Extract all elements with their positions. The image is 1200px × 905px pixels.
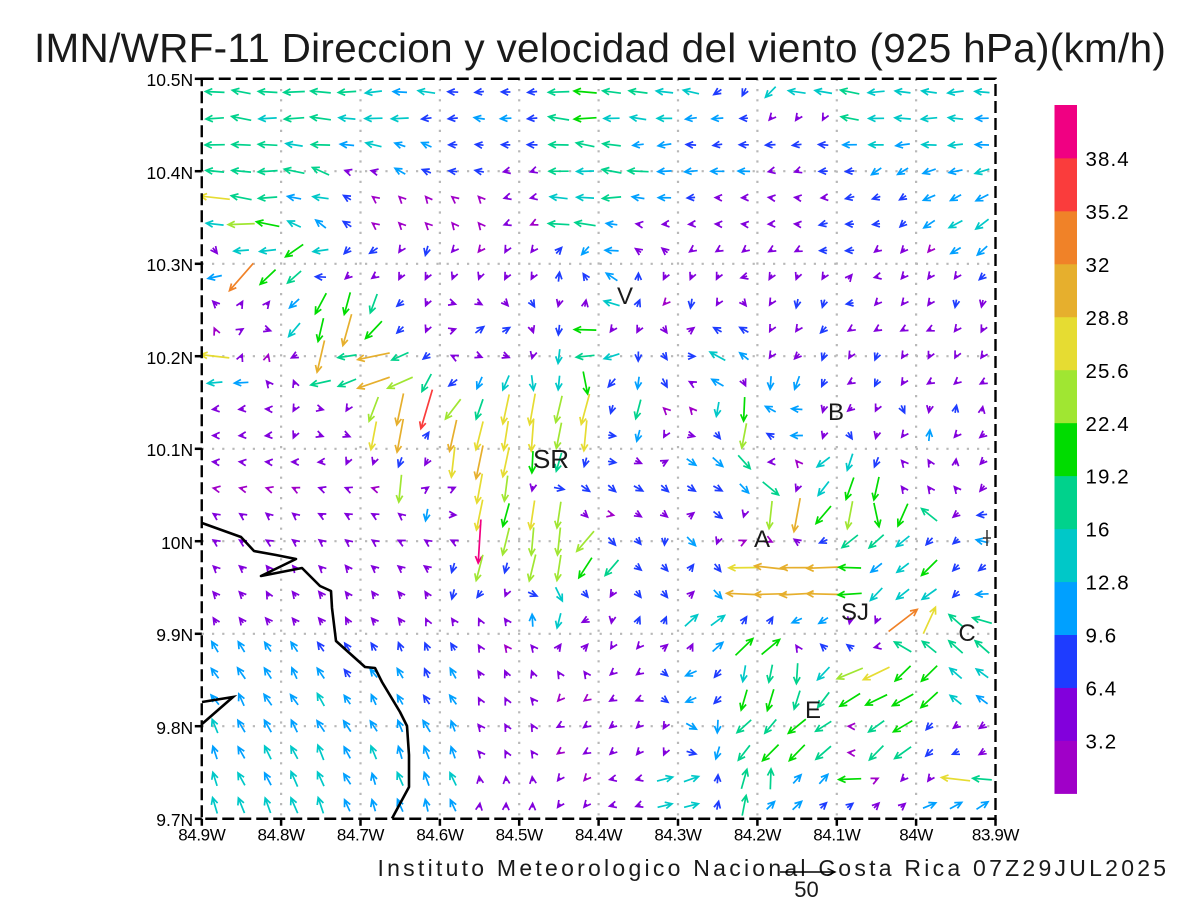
svg-text:9.8N: 9.8N: [156, 718, 193, 738]
svg-text:V: V: [617, 283, 633, 310]
svg-text:9.9N: 9.9N: [156, 625, 193, 645]
svg-text:A: A: [754, 526, 770, 553]
svg-text:84.6W: 84.6W: [416, 826, 463, 845]
svg-text:10.2N: 10.2N: [146, 348, 193, 368]
svg-text:32: 32: [1086, 254, 1111, 277]
svg-text:E: E: [805, 697, 821, 724]
svg-text:SJ: SJ: [841, 599, 869, 626]
svg-text:84.9W: 84.9W: [178, 826, 225, 845]
svg-text:84W: 84W: [899, 826, 933, 845]
svg-text:35.2: 35.2: [1086, 201, 1130, 224]
svg-text:22.4: 22.4: [1086, 413, 1130, 436]
svg-text:50: 50: [794, 877, 818, 900]
svg-text:SR: SR: [533, 444, 569, 474]
svg-text:Instituto Meteorologico Nacion: Instituto Meteorologico Nacional Costa R…: [378, 855, 1170, 881]
svg-text:10.1N: 10.1N: [146, 440, 193, 460]
svg-text:9.6: 9.6: [1086, 625, 1118, 648]
svg-text:10.4N: 10.4N: [146, 163, 193, 183]
svg-text:84.7W: 84.7W: [337, 826, 384, 845]
svg-text:25.6: 25.6: [1086, 360, 1130, 383]
svg-text:B: B: [828, 399, 844, 426]
svg-text:19.2: 19.2: [1086, 466, 1130, 489]
svg-text:84.2W: 84.2W: [734, 826, 781, 845]
svg-text:84.3W: 84.3W: [654, 826, 701, 845]
svg-text:10N: 10N: [161, 533, 193, 553]
svg-text:C: C: [958, 620, 975, 647]
svg-text:38.4: 38.4: [1086, 148, 1130, 171]
svg-text:84.1W: 84.1W: [813, 826, 860, 845]
svg-text:12.8: 12.8: [1086, 572, 1130, 595]
svg-text:10.3N: 10.3N: [146, 255, 193, 275]
svg-text:10.5N: 10.5N: [146, 70, 193, 90]
svg-text:83.9W: 83.9W: [972, 826, 1019, 845]
svg-text:6.4: 6.4: [1086, 678, 1118, 701]
svg-text:16: 16: [1086, 519, 1111, 542]
svg-text:28.8: 28.8: [1086, 307, 1130, 330]
svg-text:9.7N: 9.7N: [156, 810, 193, 830]
svg-text:IMN/WRF-11 Direccion y velocid: IMN/WRF-11 Direccion y velocidad del vie…: [34, 25, 1166, 71]
svg-text:3.2: 3.2: [1086, 731, 1118, 754]
svg-text:84.4W: 84.4W: [575, 826, 622, 845]
svg-text:84.5W: 84.5W: [496, 826, 543, 845]
svg-text:84.8W: 84.8W: [258, 826, 305, 845]
